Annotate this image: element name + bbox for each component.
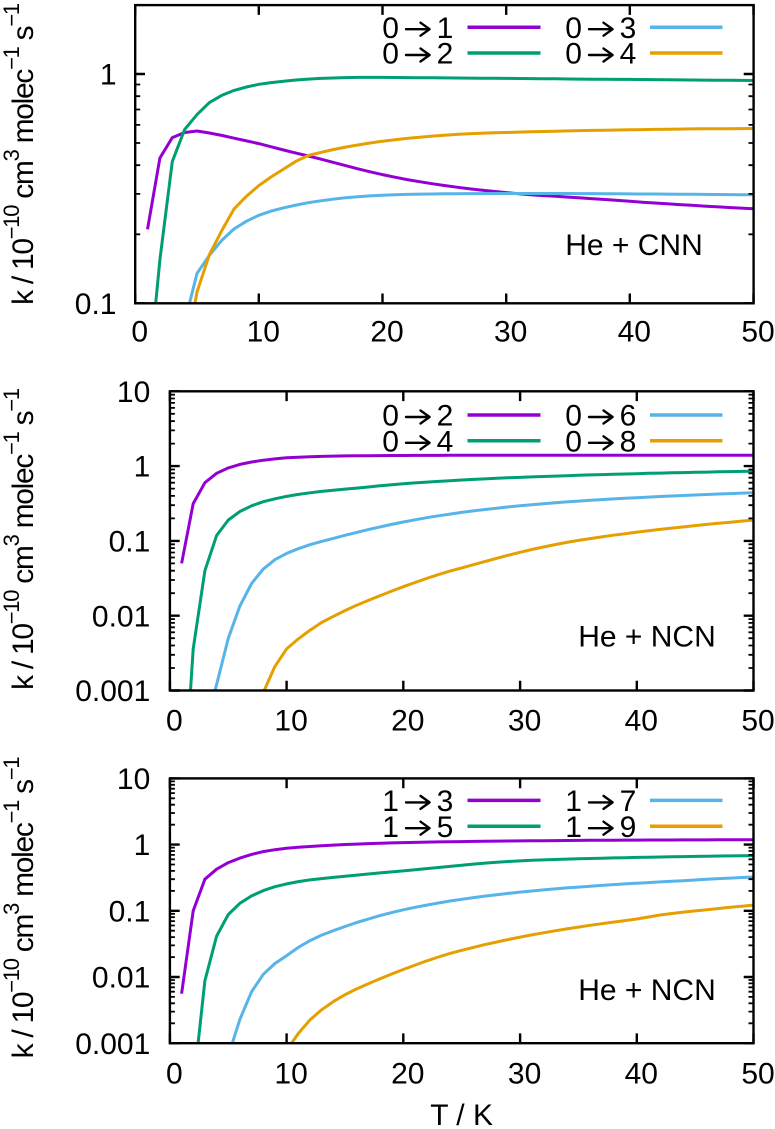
svg-text:20: 20 [391, 704, 424, 737]
svg-text:4: 4 [620, 38, 637, 71]
svg-text:3: 3 [437, 785, 454, 818]
svg-text:0: 0 [382, 38, 399, 71]
svg-text:50: 50 [741, 1057, 774, 1090]
svg-text:1: 1 [565, 811, 582, 844]
svg-text:0: 0 [565, 400, 582, 433]
svg-text:40: 40 [618, 316, 651, 349]
svg-text:8: 8 [620, 425, 637, 458]
svg-text:0.1: 0.1 [109, 526, 151, 559]
svg-text:T / K: T / K [430, 1099, 493, 1129]
svg-text:1: 1 [382, 811, 399, 844]
svg-text:He + CNN: He + CNN [565, 229, 703, 262]
svg-text:1: 1 [100, 59, 117, 92]
svg-text:0: 0 [565, 12, 582, 45]
svg-text:0: 0 [382, 400, 399, 433]
svg-text:10: 10 [274, 1057, 307, 1090]
svg-text:30: 30 [508, 704, 541, 737]
svg-text:He + NCN: He + NCN [578, 974, 716, 1007]
svg-text:0: 0 [565, 38, 582, 71]
svg-text:10: 10 [274, 704, 307, 737]
svg-text:20: 20 [370, 316, 403, 349]
svg-text:1: 1 [565, 785, 582, 818]
svg-text:4: 4 [437, 425, 454, 458]
svg-text:0: 0 [166, 704, 183, 737]
svg-text:6: 6 [620, 400, 637, 433]
svg-text:0.1: 0.1 [109, 895, 151, 928]
svg-text:k / 10−10 cm3 molec−1 s−1: k / 10−10 cm3 molec−1 s−1 [0, 3, 40, 305]
svg-text:He + NCN: He + NCN [578, 620, 716, 653]
svg-text:0: 0 [382, 12, 399, 45]
svg-text:0: 0 [166, 1057, 183, 1090]
svg-text:0: 0 [131, 316, 148, 349]
svg-text:20: 20 [391, 1057, 424, 1090]
svg-text:1: 1 [134, 829, 151, 862]
svg-text:50: 50 [741, 704, 774, 737]
svg-text:7: 7 [620, 785, 637, 818]
svg-text:2: 2 [437, 400, 454, 433]
svg-text:10: 10 [117, 763, 150, 796]
svg-text:0.001: 0.001 [75, 1028, 150, 1061]
svg-text:0: 0 [382, 425, 399, 458]
svg-text:0.01: 0.01 [92, 600, 150, 633]
svg-text:30: 30 [508, 1057, 541, 1090]
svg-text:1: 1 [382, 785, 399, 818]
svg-text:30: 30 [494, 316, 527, 349]
svg-text:0.001: 0.001 [75, 675, 150, 708]
svg-text:0: 0 [565, 425, 582, 458]
svg-text:50: 50 [741, 316, 774, 349]
svg-text:2: 2 [437, 38, 454, 71]
svg-text:9: 9 [620, 811, 637, 844]
svg-text:10: 10 [117, 376, 150, 409]
svg-text:0.01: 0.01 [92, 962, 150, 995]
svg-text:3: 3 [620, 12, 637, 45]
svg-text:5: 5 [437, 811, 454, 844]
svg-text:10: 10 [247, 316, 280, 349]
svg-text:0.1: 0.1 [75, 288, 117, 321]
svg-text:1: 1 [437, 12, 454, 45]
svg-text:40: 40 [625, 1057, 658, 1090]
svg-text:1: 1 [134, 451, 151, 484]
svg-text:40: 40 [625, 704, 658, 737]
